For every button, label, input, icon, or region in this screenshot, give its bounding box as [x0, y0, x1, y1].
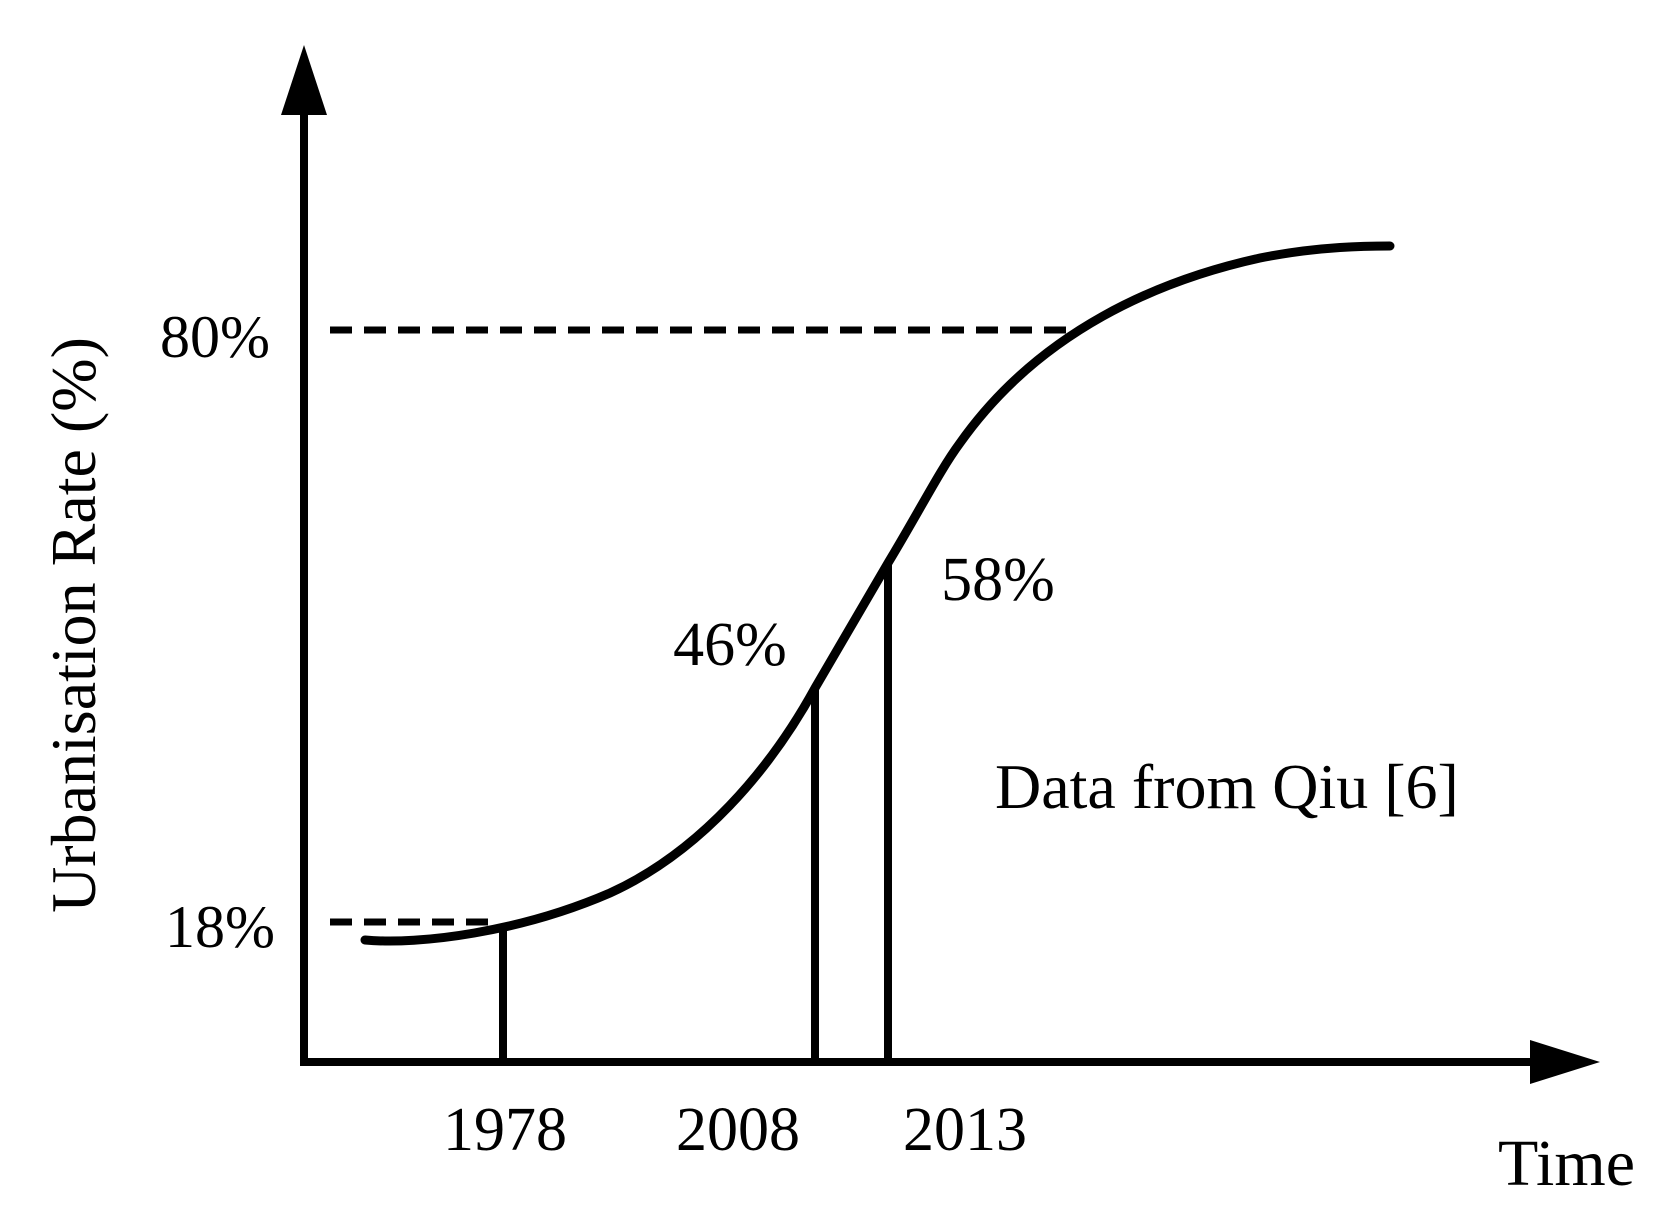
y-tick-18: 18% — [165, 894, 275, 960]
point-label-2013: 58% — [941, 546, 1055, 614]
x-tick-2008: 2008 — [676, 1096, 800, 1164]
point-label-2008: 46% — [673, 611, 787, 679]
x-axis-title: Time — [1498, 1127, 1635, 1200]
y-axis-arrow-icon — [281, 45, 327, 115]
x-axis-arrow-icon — [1530, 1040, 1600, 1084]
y-axis-title: Urbanisation Rate (%) — [38, 337, 109, 913]
source-annotation: Data from Qiu [6] — [995, 751, 1459, 822]
x-tick-1978: 1978 — [443, 1096, 567, 1164]
x-tick-2013: 2013 — [903, 1096, 1027, 1164]
series-line — [360, 241, 1395, 946]
y-tick-80: 80% — [160, 304, 270, 370]
